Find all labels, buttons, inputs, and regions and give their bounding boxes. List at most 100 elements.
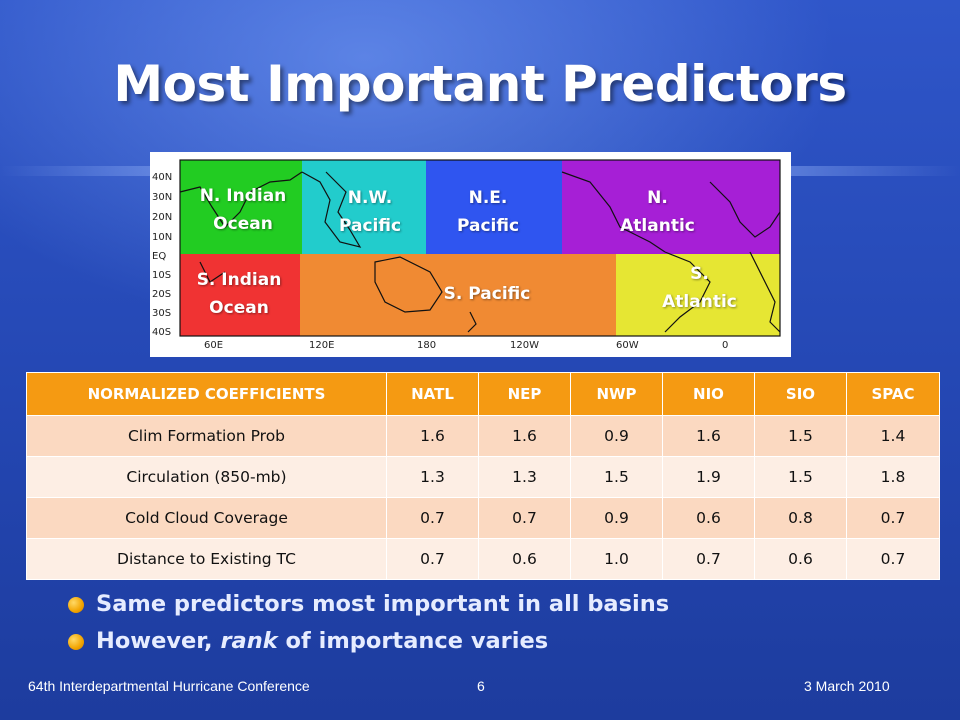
table-cell: 0.9 [570,415,663,457]
lon-tick: 180 [417,340,437,351]
table-cell: 0.7 [846,497,940,539]
region-label-line: Pacific [338,216,402,236]
column-header: NIO [662,372,755,416]
basin-map: 40N 30N 20N 10N EQ 10S 20S 30S 40S 60E 1… [150,152,791,357]
table-cell: 1.3 [478,456,571,498]
table-cell: 1.5 [754,456,847,498]
table-cell: 1.5 [570,456,663,498]
table-cell: 1.6 [386,415,479,457]
column-header: SIO [754,372,847,416]
region-label-line: Atlantic [620,216,695,236]
table-cell: 1.6 [662,415,755,457]
region-label-n-atlantic: N. Atlantic [605,184,710,240]
bullet-text-post: of importance varies [277,628,549,654]
coastlines [179,171,781,333]
region-label-line: N. [647,188,668,208]
table-cell: 1.3 [386,456,479,498]
region-ne-pacific [426,160,562,254]
lat-tick: EQ [152,251,167,262]
region-label-ne-pacific: N.E. Pacific [438,184,538,240]
table-cell: 0.7 [662,538,755,580]
footer-conference: 64th Interdepartmental Hurricane Confere… [28,678,310,694]
region-label-s-atlantic: S. Atlantic [647,260,752,316]
region-label-line: N.W. [347,188,393,208]
table-cell: 0.8 [754,497,847,539]
table-row: Distance to Existing TC 0.7 0.6 1.0 0.7 … [26,538,940,580]
table-row: Circulation (850-mb) 1.3 1.3 1.5 1.9 1.5… [26,456,940,498]
lat-tick: 10N [152,232,173,243]
lat-tick: 30S [152,308,172,319]
table-cell: 1.8 [846,456,940,498]
table-cell: 0.6 [478,538,571,580]
table-cell: 0.7 [386,497,479,539]
table-cell: 0.9 [570,497,663,539]
bullet-text: Same predictors most important in all ba… [96,591,670,617]
table-cell: 1.0 [570,538,663,580]
lat-tick: 30N [152,192,173,203]
column-header: NORMALIZED COEFFICIENTS [26,372,387,416]
region-label-s-pacific: S. Pacific [422,280,552,308]
footer-page-number: 6 [477,678,485,694]
bullet-item: However, rank of importance varies [68,623,669,660]
region-label-n-indian-ocean: N. Indian Ocean [188,182,298,238]
basin-map-graphic [179,159,781,337]
table-cell: 0.7 [386,538,479,580]
region-label-s-indian-ocean: S. Indian Ocean [182,266,296,322]
region-label-line: S. [690,264,709,284]
column-header: NWP [570,372,663,416]
region-n-atlantic [562,160,780,254]
lon-tick: 120W [510,340,539,351]
region-label-line: N. Indian [199,186,287,206]
table-cell: 0.7 [846,538,940,580]
bullet-list: Same predictors most important in all ba… [68,586,669,660]
bullet-dot-icon [68,634,84,650]
lat-tick: 20S [152,289,172,300]
region-label-line: S. Indian [196,270,282,290]
region-label-nw-pacific: N.W. Pacific [320,184,420,240]
lat-tick: 40S [152,327,172,338]
table-cell: Circulation (850-mb) [26,456,387,498]
page-title: Most Important Predictors [113,55,847,113]
region-label-line: Pacific [456,216,520,236]
table-cell: Distance to Existing TC [26,538,387,580]
bullet-text-emphasis: rank [220,628,278,654]
table-row: Cold Cloud Coverage 0.7 0.7 0.9 0.6 0.8 … [26,497,940,539]
lon-tick: 120E [309,340,335,351]
table-cell: 1.4 [846,415,940,457]
region-n-indian-ocean [180,160,302,254]
lat-tick: 20N [152,212,173,223]
table-cell: 0.6 [754,538,847,580]
table-cell: 0.6 [662,497,755,539]
lat-tick: 10S [152,270,172,281]
table-cell: 1.5 [754,415,847,457]
table-row: Clim Formation Prob 1.6 1.6 0.9 1.6 1.5 … [26,415,940,457]
region-s-pacific [300,254,616,336]
table-header-row: NORMALIZED COEFFICIENTS NATL NEP NWP NIO… [26,372,940,416]
column-header: NATL [386,372,479,416]
region-s-atlantic [616,254,780,336]
coefficients-table-container: NORMALIZED COEFFICIENTS NATL NEP NWP NIO… [26,372,940,580]
table-cell: Cold Cloud Coverage [26,497,387,539]
region-nw-pacific [302,160,426,254]
lon-tick: 0 [722,340,729,351]
region-label-line: S. Pacific [443,284,531,304]
lat-tick: 40N [152,172,173,183]
table-cell: Clim Formation Prob [26,415,387,457]
region-label-line: Ocean [213,214,273,234]
table-cell: 1.9 [662,456,755,498]
coefficients-table: NORMALIZED COEFFICIENTS NATL NEP NWP NIO… [26,372,940,580]
column-header: SPAC [846,372,940,416]
region-label-line: Ocean [209,298,269,318]
lon-tick: 60W [616,340,639,351]
region-label-line: Atlantic [662,292,737,312]
column-header: NEP [478,372,571,416]
lon-tick: 60E [204,340,224,351]
table-cell: 0.7 [478,497,571,539]
footer-date: 3 March 2010 [804,678,890,694]
region-label-line: N.E. [468,188,508,208]
bullet-dot-icon [68,597,84,613]
bullet-item: Same predictors most important in all ba… [68,586,669,623]
bullet-text-pre: However, [96,628,221,654]
table-cell: 1.6 [478,415,571,457]
region-s-indian-ocean [180,254,300,336]
